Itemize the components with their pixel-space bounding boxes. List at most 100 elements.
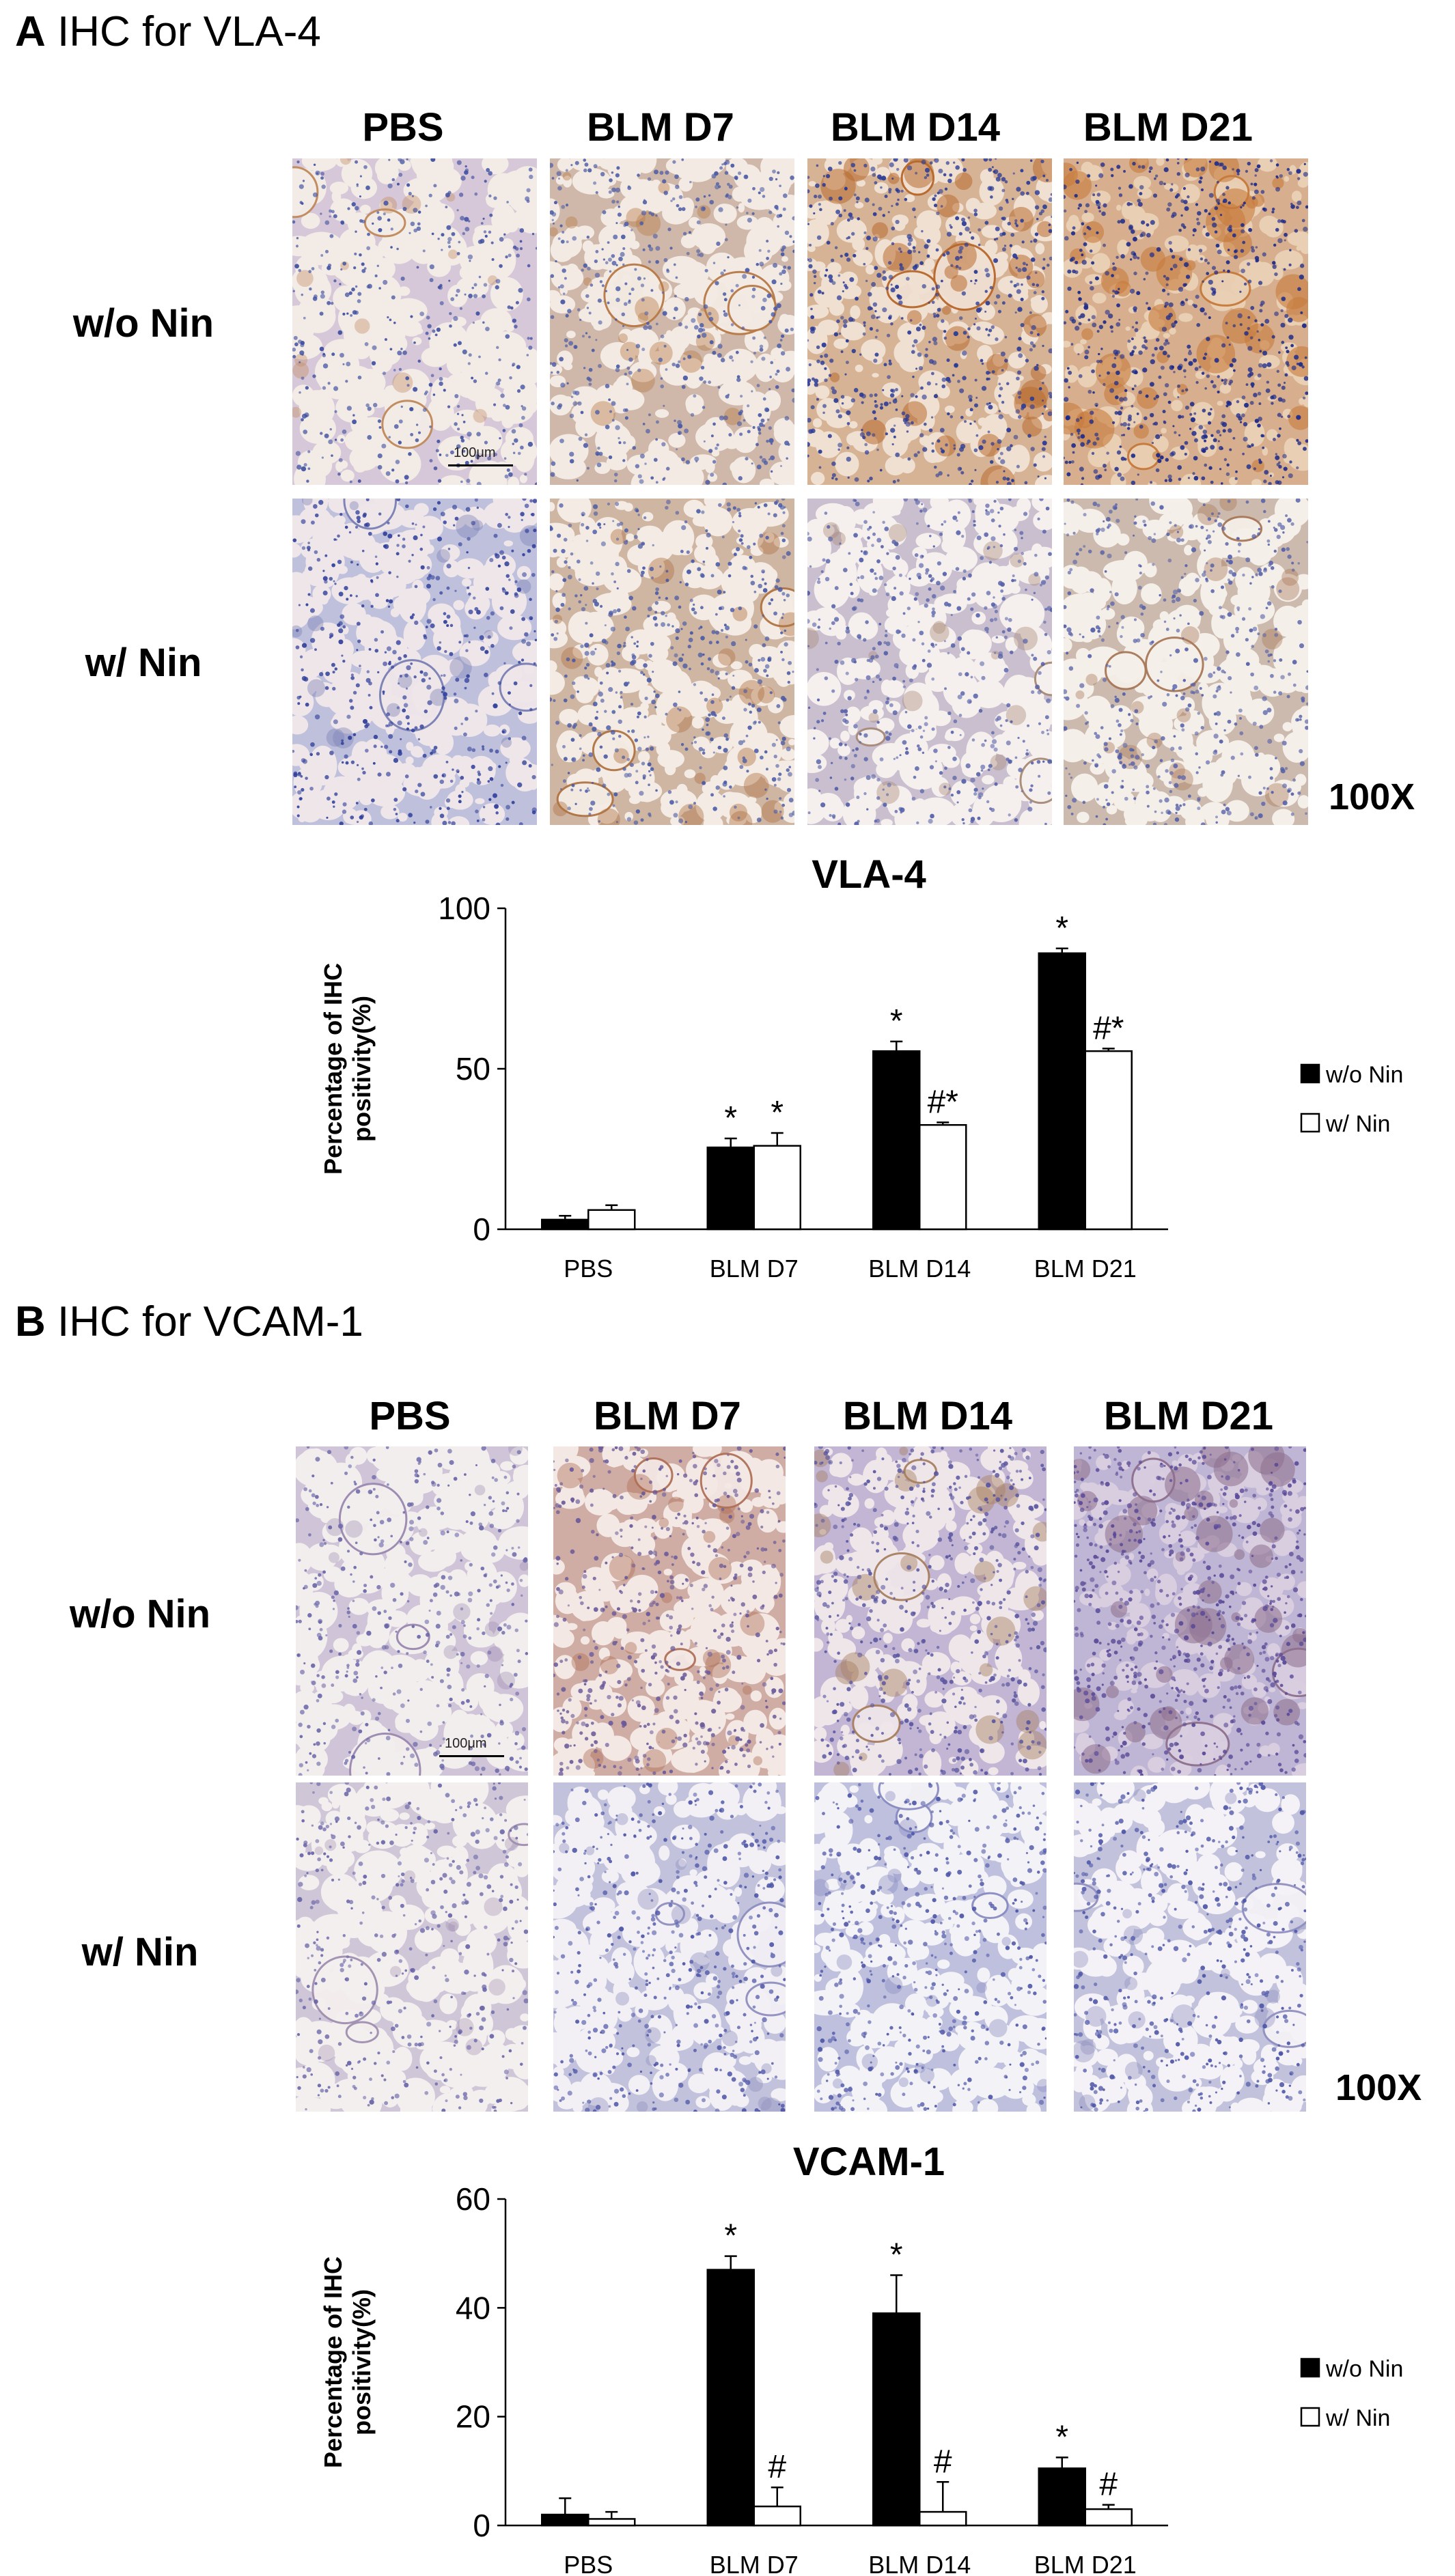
panel-b-x-tick-label: PBS xyxy=(564,2551,613,2576)
panel-a-letter: A xyxy=(15,8,46,55)
panel-a-significance-mark: * xyxy=(771,1095,784,1131)
panel-b-micrograph-with-nin-blm-d21-image xyxy=(1074,1782,1306,2112)
panel-a-y-tick-label: 0 xyxy=(473,1212,490,1247)
panel-b-title-text: IHC for VCAM-1 xyxy=(57,1298,363,1345)
panel-b-col-blm-d21: BLM D21 xyxy=(1103,1394,1274,1438)
panel-a-micrograph-without-nin-blm-d7 xyxy=(550,158,794,485)
panel-b-bar xyxy=(872,2312,921,2527)
panel-a-significance-mark: #* xyxy=(1093,1010,1124,1046)
panel-a-bar xyxy=(919,1124,967,1231)
panel-b-x-tick-label: BLM D21 xyxy=(1034,2551,1137,2576)
panel-a-title: A IHC for VLA-4 xyxy=(15,11,321,53)
panel-b-y-axis-label: Percentage of IHCpositivity(%) xyxy=(319,2256,376,2468)
panel-b-y-tick-label: 20 xyxy=(456,2399,490,2435)
panel-b-y-tick-label: 60 xyxy=(456,2181,490,2217)
panel-a-micrograph-with-nin-blm-d21 xyxy=(1064,499,1308,825)
panel-a-y-tick-label: 100 xyxy=(438,891,490,926)
panel-b-magnification: 100X xyxy=(1335,2067,1422,2108)
panel-b-micrograph-without-nin-blm-d21 xyxy=(1074,1446,1306,1776)
panel-a-y-tick-label: 50 xyxy=(456,1051,490,1087)
panel-a-significance-mark: * xyxy=(890,1003,903,1039)
panel-b-legend-label: w/ Nin xyxy=(1325,2405,1390,2431)
panel-a-x-tick-label: BLM D7 xyxy=(710,1255,799,1283)
panel-b-bar xyxy=(706,2269,755,2527)
panel-b-bar xyxy=(541,2513,590,2527)
panel-a-legend-swatch xyxy=(1300,1112,1320,1133)
panel-b-micrograph-without-nin-blm-d7-image xyxy=(553,1446,786,1776)
panel-a-title-text: IHC for VLA-4 xyxy=(57,8,321,55)
panel-b-row-without-nin: w/o Nin xyxy=(69,1592,211,1636)
panel-a-bar xyxy=(706,1146,755,1231)
panel-a-legend-label: w/o Nin xyxy=(1325,1062,1403,1088)
panel-b-micrograph-with-nin-pbs xyxy=(296,1782,528,2112)
panel-a-micrograph-without-nin-pbs-scale-bar xyxy=(448,464,513,466)
panel-b-title: B IHC for VCAM-1 xyxy=(15,1301,363,1343)
panel-b-significance-mark: # xyxy=(934,2444,952,2480)
panel-a-micrograph-with-nin-pbs xyxy=(292,499,537,825)
panel-a-micrograph-without-nin-pbs-image xyxy=(292,158,537,485)
panel-a-significance-mark: * xyxy=(724,1100,737,1136)
panel-b-micrograph-without-nin-pbs xyxy=(296,1446,528,1776)
panel-a-x-tick-label: BLM D21 xyxy=(1034,1255,1137,1283)
panel-a-col-pbs: PBS xyxy=(362,105,444,150)
panel-a-bar xyxy=(872,1050,921,1231)
panel-b-legend-swatch xyxy=(1300,2407,1320,2427)
panel-a-x-tick-label: PBS xyxy=(564,1255,613,1283)
panel-b-col-blm-d14: BLM D14 xyxy=(842,1394,1013,1438)
panel-a-bar xyxy=(1038,952,1086,1231)
panel-b-chart-title: VCAM-1 xyxy=(793,2140,945,2184)
panel-b-bar xyxy=(919,2510,967,2527)
panel-b-micrograph-with-nin-blm-d14-image xyxy=(814,1782,1047,2112)
panel-a-chart-title: VLA-4 xyxy=(812,852,926,897)
panel-b-micrograph-without-nin-pbs-scale-label: 100μm xyxy=(445,1736,487,1751)
panel-a-micrograph-without-nin-blm-d21-image xyxy=(1064,158,1308,485)
panel-b-significance-mark: * xyxy=(1055,2419,1068,2455)
panel-b-micrograph-without-nin-blm-d14-image xyxy=(814,1446,1047,1776)
panel-b-bar xyxy=(1038,2467,1086,2527)
panel-a-bar-chart: VLA-4 Percentage of IHCpositivity(%) 0 50 10… xyxy=(319,852,1403,1283)
panel-b-micrograph-without-nin-blm-d14 xyxy=(814,1446,1047,1776)
panel-b-x-tick-label: BLM D14 xyxy=(868,2551,971,2576)
panel-a-bar xyxy=(587,1209,636,1231)
panel-a-micrograph-with-nin-blm-d7-image xyxy=(550,499,794,825)
panel-a-micrograph-without-nin-blm-d14-image xyxy=(807,158,1052,485)
panel-b-micrograph-without-nin-blm-d7 xyxy=(553,1446,786,1776)
panel-b-significance-mark: # xyxy=(768,2449,786,2485)
panel-a-micrograph-with-nin-blm-d14 xyxy=(807,499,1052,825)
panel-a-micrograph-with-nin-blm-d21-image xyxy=(1064,499,1308,825)
panel-b-significance-mark: * xyxy=(890,2237,903,2273)
panel-b-x-tick-label: BLM D7 xyxy=(710,2551,799,2576)
panel-b-bar-chart: VCAM-1 Percentage of IHCpositivity(%) 0 20 4… xyxy=(319,2140,1403,2576)
panel-a-legend-label: w/ Nin xyxy=(1325,1111,1390,1137)
panel-b-micrograph-with-nin-pbs-image xyxy=(296,1782,528,2112)
panel-a-x-tick-label: BLM D14 xyxy=(868,1255,971,1283)
panel-a-significance-mark: #* xyxy=(928,1084,958,1120)
panel-a-bar xyxy=(753,1145,801,1231)
panel-a-bar xyxy=(541,1218,590,1231)
panel-a-micrograph-without-nin-blm-d14 xyxy=(807,158,1052,485)
panel-b-micrograph-with-nin-blm-d7 xyxy=(553,1782,786,2112)
panel-a-row-without-nin: w/o Nin xyxy=(72,301,214,346)
panel-a-micrograph-with-nin-blm-d14-image xyxy=(807,499,1052,825)
panel-a-col-blm-d14: BLM D14 xyxy=(830,105,1001,150)
panel-a-y-axis-label: Percentage of IHCpositivity(%) xyxy=(319,963,376,1175)
panel-b-bar xyxy=(587,2518,636,2527)
panel-a-micrograph-without-nin-blm-d7-image xyxy=(550,158,794,485)
panel-b-col-pbs: PBS xyxy=(369,1394,451,1438)
panel-a-micrograph-without-nin-pbs xyxy=(292,158,537,485)
panel-a-bar xyxy=(1084,1050,1133,1231)
panel-b-bar xyxy=(753,2505,801,2527)
panel-b-col-blm-d7: BLM D7 xyxy=(594,1394,741,1438)
panel-b-legend-label: w/o Nin xyxy=(1325,2356,1403,2382)
panel-b-significance-mark: * xyxy=(724,2218,737,2254)
panel-a-legend-swatch xyxy=(1300,1063,1320,1084)
panel-a-magnification: 100X xyxy=(1329,776,1415,817)
panel-b-y-tick-label: 0 xyxy=(473,2508,490,2543)
panel-b-y-tick-label: 40 xyxy=(456,2290,490,2325)
panel-b-micrograph-with-nin-blm-d14 xyxy=(814,1782,1047,2112)
panel-b-significance-mark: # xyxy=(1099,2467,1118,2503)
panel-a-micrograph-without-nin-pbs-scale-label: 100μm xyxy=(454,445,496,460)
panel-b-micrograph-without-nin-pbs-image xyxy=(296,1446,528,1776)
panel-b-micrograph-with-nin-blm-d7-image xyxy=(553,1782,786,2112)
panel-a-micrograph-with-nin-pbs-image xyxy=(292,499,537,825)
